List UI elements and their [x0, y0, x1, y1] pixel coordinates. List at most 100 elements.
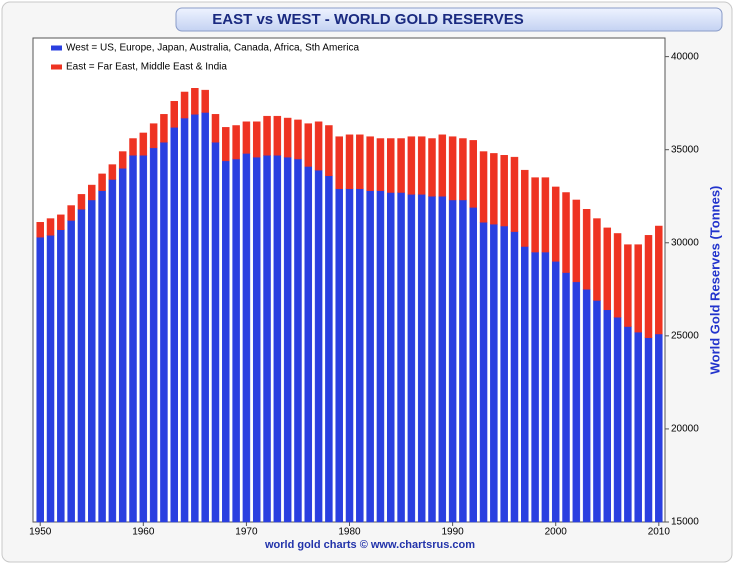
- legend-swatch: [51, 64, 62, 70]
- bar: [634, 331, 642, 523]
- bar: [407, 136, 416, 195]
- bar: [160, 114, 168, 143]
- bar: [603, 227, 612, 311]
- bar: [417, 194, 426, 523]
- bar: [232, 158, 240, 523]
- bar: [180, 117, 189, 523]
- bar: [428, 195, 436, 523]
- bar: [345, 134, 354, 190]
- bar: [438, 134, 447, 197]
- bar: [459, 138, 467, 201]
- bar: [149, 123, 158, 149]
- bar: [397, 138, 405, 193]
- bar: [510, 231, 519, 523]
- bar: [459, 199, 467, 523]
- bar: [129, 155, 137, 523]
- bar: [98, 190, 106, 523]
- bar: [160, 141, 168, 523]
- bar: [376, 190, 385, 523]
- bar: [479, 151, 488, 223]
- bar: [304, 123, 313, 167]
- bar: [438, 195, 447, 523]
- bar: [325, 175, 333, 523]
- bar: [67, 205, 75, 221]
- bar: [139, 132, 148, 156]
- bar: [407, 194, 416, 523]
- bar: [242, 121, 251, 154]
- bar: [397, 192, 405, 523]
- bar: [273, 115, 282, 156]
- bar: [613, 233, 622, 318]
- bar: [345, 188, 354, 523]
- bar: [572, 199, 581, 283]
- y-tick-label: 20000: [671, 424, 699, 435]
- bar: [252, 121, 261, 158]
- bar: [191, 88, 199, 115]
- bar: [521, 246, 529, 523]
- legend-swatch: [51, 45, 62, 51]
- bar: [263, 155, 271, 523]
- bar: [57, 229, 65, 523]
- y-tick-label: 15000: [671, 517, 699, 528]
- bar: [490, 223, 498, 523]
- bar: [500, 225, 508, 523]
- bar: [180, 91, 189, 119]
- bar: [118, 151, 127, 169]
- bar: [593, 300, 601, 523]
- bar: [46, 235, 55, 523]
- bar: [222, 127, 230, 162]
- bar: [448, 136, 457, 201]
- bar: [386, 192, 395, 523]
- bar: [572, 281, 581, 523]
- bar: [88, 184, 96, 201]
- bar: [314, 169, 323, 523]
- bar: [644, 235, 653, 338]
- bar: [98, 173, 106, 191]
- x-tick-label: 2010: [648, 527, 671, 538]
- bar: [170, 101, 179, 128]
- bar: [510, 156, 519, 232]
- bar: [139, 155, 148, 523]
- bar: [562, 192, 570, 273]
- x-tick-label: 1950: [29, 527, 52, 538]
- bar: [624, 244, 632, 327]
- y-tick-label: 35000: [671, 144, 699, 155]
- bar: [655, 225, 663, 335]
- x-tick-label: 1960: [132, 527, 155, 538]
- bar: [531, 251, 539, 523]
- bar: [283, 117, 292, 158]
- bar: [386, 138, 395, 193]
- bar: [46, 218, 55, 236]
- bar: [469, 140, 477, 208]
- bar: [129, 138, 137, 156]
- y-tick-label: 40000: [671, 51, 699, 62]
- bar: [531, 177, 539, 253]
- bar: [211, 114, 220, 143]
- bar: [356, 134, 364, 190]
- y-axis-label: World Gold Reserves (Tonnes): [707, 186, 722, 375]
- bar: [242, 153, 251, 523]
- bar: [108, 164, 117, 180]
- bar: [521, 169, 529, 247]
- bar: [36, 236, 44, 523]
- bar: [448, 199, 457, 523]
- bar: [335, 136, 343, 190]
- bar: [149, 147, 158, 523]
- bar: [613, 316, 622, 523]
- bar: [655, 333, 663, 523]
- y-tick-label: 25000: [671, 330, 699, 341]
- bar: [273, 155, 282, 523]
- bar: [335, 188, 343, 523]
- bar: [500, 155, 508, 227]
- bar: [211, 141, 220, 523]
- bar: [582, 289, 591, 523]
- bar: [232, 125, 240, 160]
- bar: [562, 272, 570, 523]
- bar: [541, 251, 550, 523]
- bar: [356, 188, 364, 523]
- bar: [603, 309, 612, 523]
- bar: [366, 190, 374, 523]
- bar: [201, 89, 209, 113]
- bar: [263, 115, 271, 156]
